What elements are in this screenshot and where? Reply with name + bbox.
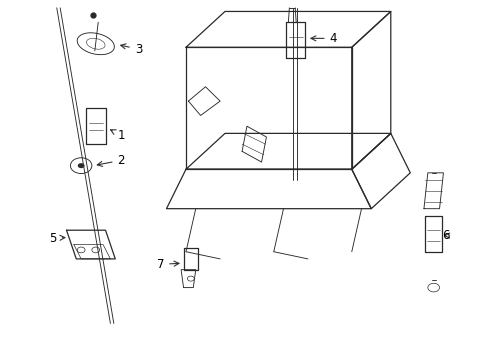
Text: 3: 3 (121, 42, 142, 55)
Text: 6: 6 (441, 229, 449, 242)
Text: 7: 7 (157, 258, 179, 271)
Circle shape (78, 163, 84, 168)
Text: 2: 2 (97, 154, 125, 167)
Text: 5: 5 (49, 231, 65, 244)
Text: 1: 1 (110, 129, 125, 142)
Text: 4: 4 (310, 32, 336, 45)
